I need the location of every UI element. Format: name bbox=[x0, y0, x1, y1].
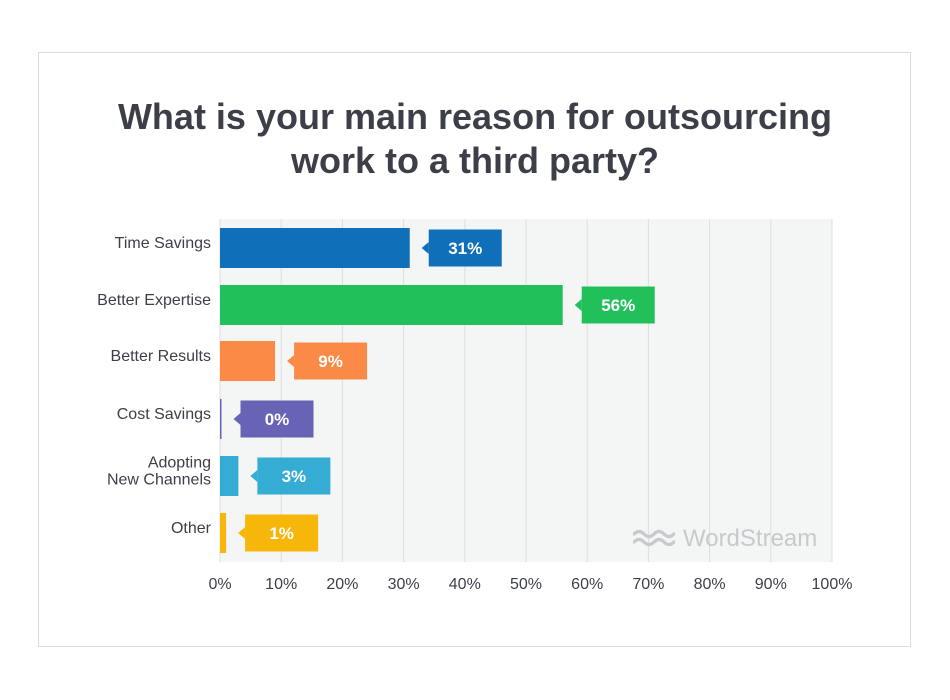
bar-1 bbox=[220, 285, 563, 325]
value-label-5: 1% bbox=[269, 524, 294, 543]
x-tick-label-0: 0% bbox=[208, 576, 231, 593]
wordstream-wave-icon bbox=[633, 529, 675, 547]
bar-0 bbox=[220, 228, 410, 268]
value-callout-pointer-5 bbox=[238, 527, 246, 539]
value-label-4: 3% bbox=[282, 467, 307, 486]
value-callout-box-3 bbox=[240, 400, 314, 438]
value-label-2: 9% bbox=[318, 352, 343, 371]
x-tick-label-40: 40% bbox=[449, 576, 481, 593]
value-callout-pointer-4 bbox=[250, 470, 258, 482]
bar-4 bbox=[220, 456, 239, 496]
x-tick-label-80: 80% bbox=[694, 576, 726, 593]
value-callout-box-4 bbox=[257, 457, 331, 495]
value-label-1: 56% bbox=[601, 296, 635, 315]
category-label-0-line-0: Time Savings bbox=[115, 235, 211, 252]
value-callout-0: 31% bbox=[421, 229, 502, 267]
value-callout-box-2 bbox=[294, 342, 368, 380]
chart-title-line-1: What is your main reason for outsourcing bbox=[117, 96, 833, 137]
category-label-4: Adopting New Channels bbox=[107, 455, 211, 489]
chart-title-line-2: work to a third party? bbox=[290, 140, 660, 181]
category-label-5-line-0: Other bbox=[171, 520, 212, 537]
wordstream-watermark: WordStream bbox=[633, 524, 817, 554]
x-tick-label-100: 100% bbox=[812, 576, 853, 593]
wordstream-logo-text: WordStream bbox=[683, 525, 818, 552]
x-tick-label-30: 30% bbox=[388, 576, 420, 593]
value-label-0: 31% bbox=[448, 239, 482, 258]
value-callout-box-5 bbox=[245, 514, 319, 552]
category-label-4-line-1: New Channels bbox=[107, 472, 211, 489]
value-callout-4: 3% bbox=[250, 457, 331, 495]
value-callout-2: 9% bbox=[287, 342, 368, 380]
category-label-5: Other bbox=[171, 520, 212, 537]
x-tick-label-70: 70% bbox=[632, 576, 664, 593]
value-callout-pointer-2 bbox=[287, 355, 295, 367]
bar-3 bbox=[220, 399, 222, 439]
value-callout-box-0 bbox=[428, 229, 502, 267]
bar-2 bbox=[220, 341, 276, 381]
category-label-3-line-0: Cost Savings bbox=[117, 406, 211, 423]
chart-title: What is your main reason for outsourcing… bbox=[0, 95, 950, 183]
value-callout-box-1 bbox=[581, 286, 655, 324]
category-label-2: Better Results bbox=[111, 348, 211, 365]
value-callout-5: 1% bbox=[238, 514, 319, 552]
x-tick-label-90: 90% bbox=[755, 576, 787, 593]
x-tick-label-60: 60% bbox=[571, 576, 603, 593]
bar-5 bbox=[220, 513, 227, 553]
x-tick-label-50: 50% bbox=[510, 576, 542, 593]
category-label-0: Time Savings bbox=[115, 235, 211, 252]
value-callout-pointer-3 bbox=[233, 413, 241, 425]
value-callout-1: 56% bbox=[574, 286, 655, 324]
category-label-4-line-0: Adopting bbox=[148, 455, 211, 472]
value-callout-pointer-1 bbox=[574, 299, 582, 311]
category-label-1-line-0: Better Expertise bbox=[97, 292, 211, 309]
category-label-2-line-0: Better Results bbox=[111, 348, 211, 365]
x-tick-label-10: 10% bbox=[265, 576, 297, 593]
value-label-3: 0% bbox=[265, 410, 290, 429]
value-callout-3: 0% bbox=[233, 400, 314, 438]
category-label-1: Better Expertise bbox=[97, 292, 211, 309]
category-label-3: Cost Savings bbox=[117, 406, 211, 423]
value-callout-pointer-0 bbox=[421, 242, 429, 254]
x-tick-label-20: 20% bbox=[326, 576, 358, 593]
